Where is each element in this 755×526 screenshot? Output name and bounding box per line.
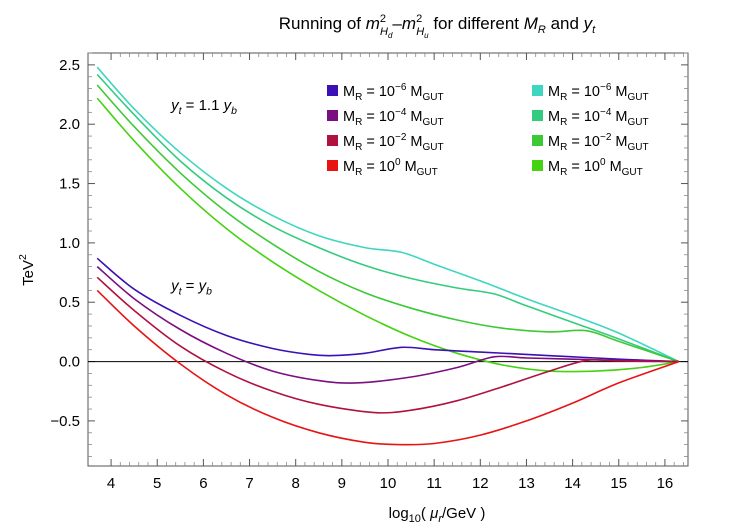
legend-label: MR = 10−4 MGUT [548,107,649,128]
series-line-1 [96,66,680,363]
legend: MR = 10−6 MGUT MR = 10−4 MGUT MR = 10−2 MG… [327,82,649,178]
x-axis-label: log10( μr/GeV ) [389,505,486,525]
x-tick-label: 7 [245,475,253,492]
legend-label: MR = 100 MGUT [548,157,643,178]
x-tick-label: 8 [292,475,300,492]
annotation-lower: yt = yb [170,277,212,297]
legend-label: MR = 100 MGUT [343,157,438,178]
y-tick-label: 2.0 [59,116,80,133]
legend-label: MR = 10−2 MGUT [548,132,649,153]
legend-swatch [532,135,543,146]
x-tick-label: 4 [107,475,115,492]
legend-label: MR = 10−6 MGUT [343,82,444,103]
series-line-6 [96,265,679,384]
x-tick-label: 16 [657,475,674,492]
x-tick-label: 10 [380,475,397,492]
legend-label: MR = 10−2 MGUT [343,132,444,153]
y-tick-label: 0.5 [59,294,80,311]
legend-swatch [532,110,543,121]
x-tick-label: 13 [518,475,535,492]
legend-swatch [327,110,338,121]
series-line-8 [96,289,680,446]
legend-label: MR = 10−6 MGUT [548,82,649,103]
legend-swatch [327,85,338,96]
y-tick-label: 2.5 [59,57,80,74]
y-tick-label: 1.0 [59,235,80,252]
y-tick-label: 1.5 [59,176,80,193]
series-line-7 [96,276,679,414]
series-group [96,66,680,446]
y-axis-label: TeV2 [17,254,37,286]
legend-swatch [327,160,338,171]
x-tick-label: 12 [472,475,489,492]
series-line-4 [96,97,679,373]
x-tick-label: 6 [199,475,207,492]
axis-tick-labels: 4 5 6 7 8 9 10 11 12 13 14 15 16 −0.5 0.0 0.5 1.0 1.5 2.0 2… [50,57,673,492]
series-line-2 [96,73,680,363]
annotation-upper: yt = 1.1 yb [170,97,237,117]
x-tick-label: 14 [564,475,581,492]
x-tick-label: 15 [610,475,627,492]
x-tick-label: 5 [153,475,161,492]
y-tick-label: −0.5 [50,413,80,430]
x-tick-label: 9 [338,475,346,492]
legend-swatch [532,160,543,171]
series-line-3 [96,84,680,363]
x-tick-label: 11 [426,475,442,492]
y-tick-label: 0.0 [59,354,80,371]
legend-swatch [327,135,338,146]
legend-swatch [532,85,543,96]
legend-label: MR = 10−4 MGUT [343,107,444,128]
series-line-5 [96,257,679,363]
chart-title: Running of m2 Hd–m2 Hu for different MR an… [279,13,596,40]
